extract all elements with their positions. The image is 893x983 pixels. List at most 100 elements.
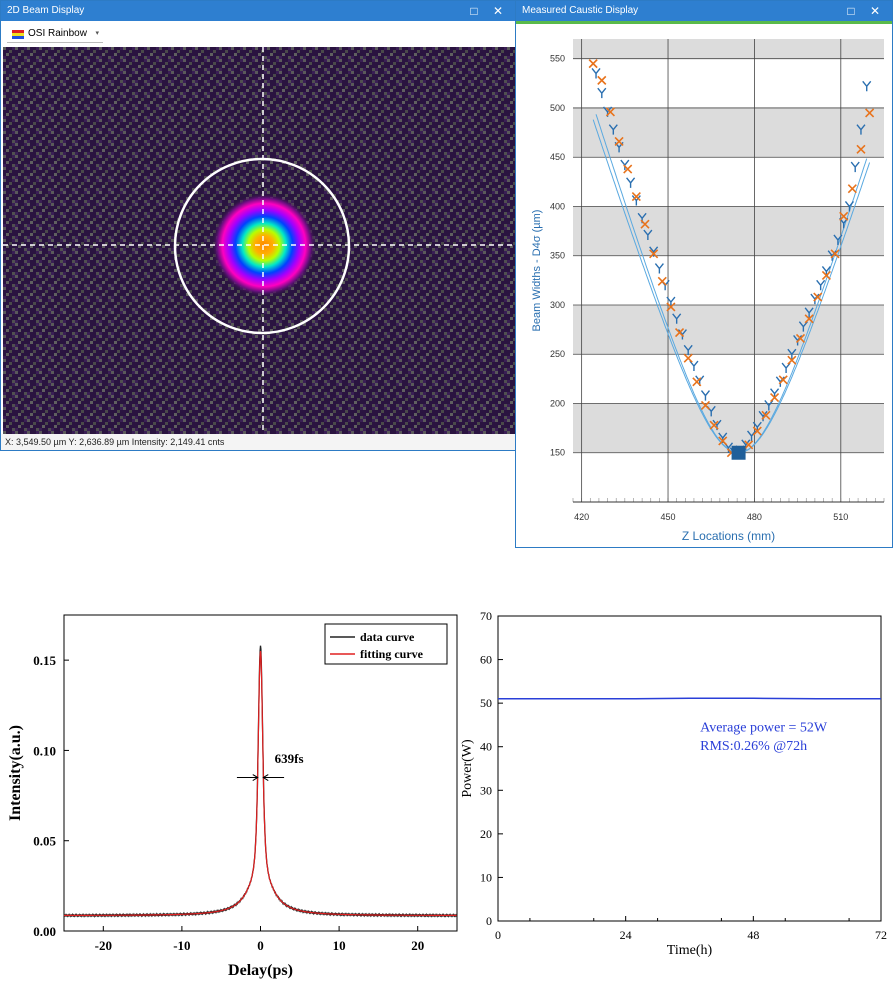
power-stability-chart: 0 10 20 30 40 50 60 70 0 24 48 72 Time(h) Power(W) Ave… — [460, 609, 887, 958]
data-point-y-marker — [856, 124, 866, 135]
y-tick-label: 450 — [550, 152, 565, 162]
y-tick-label: 550 — [550, 54, 565, 64]
colormap-label: OSI Rainbow — [28, 28, 87, 39]
x-tick-label: -20 — [95, 938, 112, 953]
y-tick-label: 30 — [480, 783, 492, 797]
y-axis-label: Beam Widths - D4σ (µm) — [531, 210, 543, 332]
data-point-x-marker — [657, 276, 667, 286]
fwhm-arrow-left — [236, 774, 259, 781]
data-point-x-marker — [597, 75, 607, 85]
data-point-y-marker — [844, 201, 854, 212]
x-tick-label: -10 — [173, 938, 190, 953]
legend-label: data curve — [360, 630, 415, 644]
data-point-y-marker — [781, 362, 791, 374]
x-axis-label: Delay(ps) — [228, 962, 293, 979]
beam-display-titlebar: 2D Beam Display □ ✕ — [1, 1, 515, 21]
y-tick-label: 0.00 — [33, 924, 56, 939]
data-point-x-marker — [709, 420, 719, 430]
y-tick-label: 200 — [550, 398, 565, 408]
fitting-curve-line — [64, 651, 457, 916]
legend-label: fitting curve — [360, 647, 424, 661]
data-point-x-marker — [649, 249, 659, 259]
data-point-x-marker — [813, 292, 823, 302]
data-point-x-marker — [830, 249, 840, 259]
y-tick-label: 50 — [480, 696, 492, 710]
fwhm-label: 639fs — [275, 751, 304, 766]
window-controls[interactable]: □ ✕ — [470, 4, 509, 18]
data-point-y-marker — [672, 313, 682, 324]
data-point-x-marker — [605, 107, 616, 117]
data-point-y-marker — [683, 344, 693, 356]
beam-status-bar: X: 3,549.50 µm Y: 2,636.89 µm Intensity:… — [1, 434, 515, 450]
x-axis-label: Time(h) — [667, 943, 713, 958]
y-tick-label: 250 — [550, 349, 565, 359]
data-point-x-marker — [683, 353, 693, 363]
data-point-x-marker — [718, 436, 728, 446]
legend-box — [324, 623, 448, 665]
y-tick-label: 10 — [480, 870, 492, 884]
beam-display-window: 2D Beam Display □ ✕ OSI Rainbow ▾ — [0, 0, 516, 451]
data-point-y-marker — [862, 80, 872, 92]
grid-band — [573, 39, 884, 59]
data-point-x-marker — [700, 400, 711, 411]
grid-band — [573, 452, 884, 502]
x-tick-label: 0 — [495, 928, 501, 942]
data-point-y-marker — [746, 430, 757, 441]
colormap-swatch-icon — [12, 30, 24, 39]
x-tick-label: 72 — [875, 928, 887, 942]
x-tick-label: 10 — [333, 938, 346, 953]
data-curve-line — [63, 645, 457, 918]
data-point-x-marker — [795, 333, 806, 344]
x-tick-label: 480 — [747, 512, 762, 522]
plot-frame — [497, 615, 882, 922]
x-tick-label: 420 — [574, 512, 589, 522]
y-tick-label: 40 — [480, 740, 492, 754]
y-tick-label: 400 — [550, 201, 565, 211]
data-point-y-marker — [626, 177, 636, 188]
caustic-titlebar: Measured Caustic Display □ ✕ — [516, 1, 892, 21]
data-point-y-marker — [608, 124, 618, 135]
y-tick-label: 0 — [486, 914, 492, 928]
grid-band — [573, 107, 884, 158]
y-tick-label: 70 — [480, 609, 492, 623]
grid-band — [573, 403, 884, 453]
data-point-x-marker — [865, 108, 875, 118]
y-tick-label: 500 — [550, 103, 565, 113]
caustic-window: Measured Caustic Display □ ✕ 150 200 250 30… — [515, 0, 893, 548]
data-point-x-marker — [692, 377, 702, 387]
data-point-y-marker — [654, 263, 664, 274]
data-point-x-marker — [856, 144, 866, 154]
fwhm-arrow-right — [262, 774, 285, 781]
caustic-title: Measured Caustic Display — [522, 5, 639, 16]
grid-band — [573, 304, 884, 355]
data-point-x-marker — [744, 440, 754, 450]
beam-image[interactable] — [3, 47, 515, 435]
data-point-y-marker — [700, 390, 711, 401]
aperture-circle — [173, 157, 351, 335]
y-tick-label: 60 — [480, 653, 492, 667]
window-controls[interactable]: □ ✕ — [847, 4, 886, 18]
data-point-y-marker — [591, 68, 601, 79]
data-point-y-marker — [798, 321, 808, 332]
x-axis-label: Z Locations (mm) — [682, 529, 775, 543]
caustic-fit-curve — [592, 119, 871, 454]
caustic-accent-bar — [516, 21, 892, 24]
waist-marker — [731, 445, 746, 460]
chevron-down-icon: ▾ — [95, 30, 99, 37]
y-tick-label: 0.10 — [33, 743, 56, 758]
x-tick-label: 510 — [833, 512, 848, 522]
data-point-x-marker — [778, 375, 788, 385]
data-point-x-marker — [787, 355, 797, 365]
data-point-y-marker — [597, 87, 607, 99]
y-axis-label: Intensity(a.u.) — [7, 725, 24, 821]
data-point-x-marker — [752, 426, 762, 436]
rms-annotation: RMS:0.26% @72h — [700, 739, 807, 754]
data-point-y-marker — [631, 195, 641, 206]
colormap-dropdown[interactable]: OSI Rainbow ▾ — [7, 26, 103, 43]
data-point-x-marker — [804, 314, 814, 324]
y-tick-label: 150 — [550, 448, 565, 458]
data-point-x-marker — [821, 270, 831, 280]
data-point-x-marker — [640, 219, 650, 229]
x-tick-label: 0 — [257, 938, 264, 953]
y-tick-label: 0.05 — [33, 834, 56, 849]
